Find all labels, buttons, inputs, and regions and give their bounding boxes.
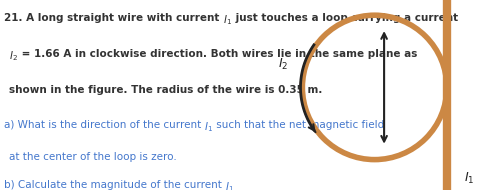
Text: 21. A long straight wire with current: 21. A long straight wire with current	[3, 13, 223, 23]
Text: b) Calculate the magnitude of the current: b) Calculate the magnitude of the curren…	[3, 180, 225, 190]
Text: shown in the figure. The radius of the wire is 0.35 m.: shown in the figure. The radius of the w…	[9, 86, 323, 96]
Text: $I_1$: $I_1$	[464, 171, 475, 186]
Text: = 1.66 A in clockwise direction. Both wires lie in the same plane as: = 1.66 A in clockwise direction. Both wi…	[18, 49, 417, 59]
Text: such that the net magnetic field: such that the net magnetic field	[213, 120, 384, 130]
Text: at the center of the loop is zero.: at the center of the loop is zero.	[9, 152, 177, 162]
Text: a) What is the direction of the current: a) What is the direction of the current	[3, 120, 204, 130]
Text: $I_1$: $I_1$	[225, 180, 234, 190]
Text: $I_2$: $I_2$	[9, 49, 18, 63]
Text: $I_1$: $I_1$	[223, 13, 232, 27]
Text: just touches a loop carrying a current: just touches a loop carrying a current	[232, 13, 458, 23]
Text: $I_1$: $I_1$	[204, 120, 213, 134]
Text: $I_2$: $I_2$	[278, 57, 288, 72]
